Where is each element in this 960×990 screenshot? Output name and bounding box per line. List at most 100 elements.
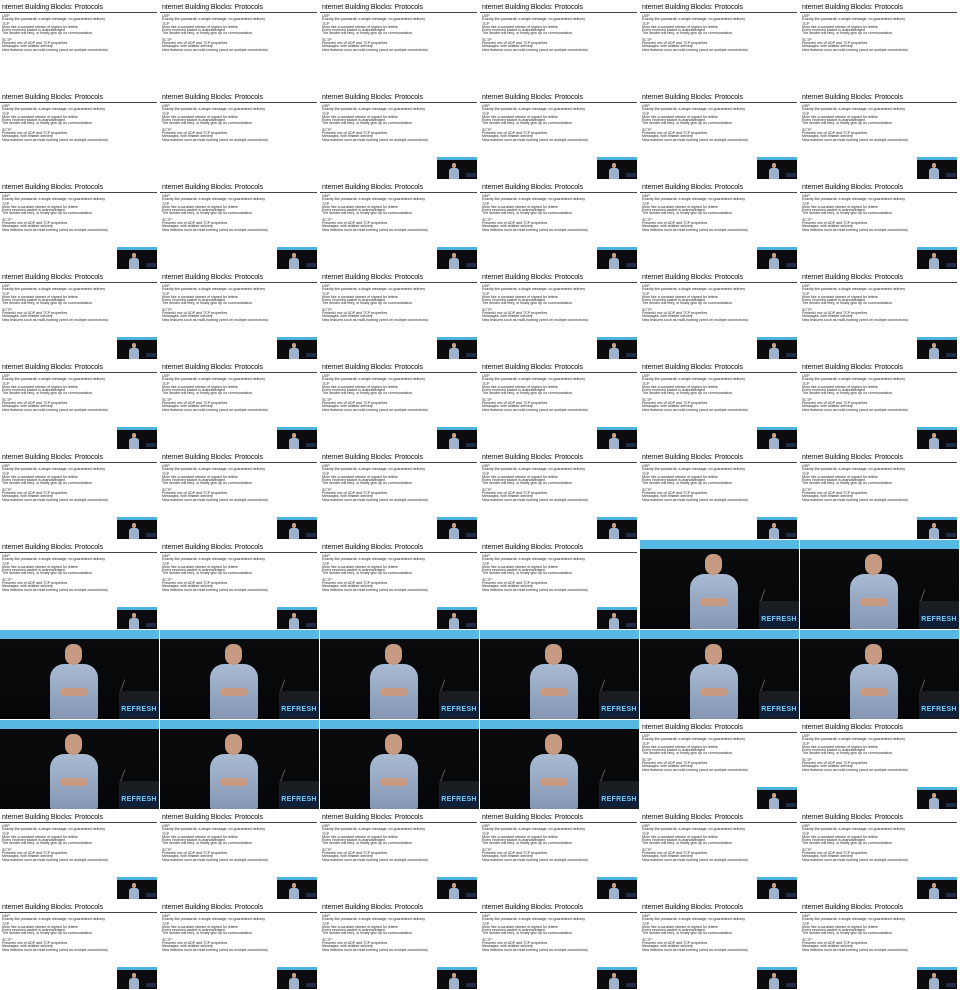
slide-text-line: The sender will retry, or finally give u…	[642, 391, 733, 395]
slide-text-line: The sender will retry, or finally give u…	[2, 391, 93, 395]
speaker	[48, 644, 100, 719]
slide-text-line: UDP	[802, 14, 810, 18]
pip-speaker-body	[769, 348, 779, 359]
slide-thumbnail: nternet Building Blocks: Protocols UDP Exa…	[0, 450, 159, 539]
slide-text-line: TCP	[162, 472, 170, 476]
slide-thumbnail: nternet Building Blocks: Protocols UDP Exa…	[480, 270, 639, 359]
pip-accent-band	[117, 337, 157, 340]
pip-accent-band	[757, 427, 797, 430]
speaker-hands	[540, 778, 568, 786]
slide-text-line: Exactly like postcards: a single message…	[802, 197, 906, 201]
slide-thumbnail: nternet Building Blocks: Protocols UDP Exa…	[640, 450, 799, 539]
slide-text-line: The sender will retry, or finally give u…	[322, 211, 413, 215]
slide-text-line: Powerful mix of UDP and TCP properties	[2, 311, 68, 315]
pip-accent-band	[917, 967, 957, 970]
slide-text-line: New features such as multi-homing (send …	[802, 948, 908, 952]
slide-text-line: New features such as multi-homing (send …	[2, 948, 108, 952]
pip-speaker-head	[132, 883, 136, 888]
slide-text-line: TCP	[322, 202, 330, 206]
slide-text-line: TCP	[802, 472, 810, 476]
slide-text-line: New features such as multi-homing (send …	[642, 408, 748, 412]
slide-text-line: TCP	[802, 202, 810, 206]
slide-text-line: Powerful mix of UDP and TCP properties	[322, 491, 388, 495]
pip-speaker	[929, 343, 939, 359]
stage-sign: REFRESH	[279, 703, 319, 717]
slide-text-line: Exactly like postcards: a single message…	[642, 197, 746, 201]
slide-title: nternet Building Blocks: Protocols	[642, 364, 743, 371]
slide-text-line: Powerful mix of UDP and TCP properties	[482, 401, 548, 405]
pip-speaker-head	[292, 973, 296, 978]
slide-title-rule	[800, 912, 957, 913]
slide-text-line: UDP	[2, 374, 10, 378]
slide-text-line: Exactly like postcards: a single message…	[322, 467, 426, 471]
slide-title-rule	[480, 912, 637, 913]
pip-speaker-head	[772, 883, 776, 888]
slide-title: nternet Building Blocks: Protocols	[162, 274, 263, 281]
slide-text-line: Every received packet is acknowledged	[162, 28, 225, 32]
pip-speaker	[609, 163, 619, 179]
slide-text-line: The sender will retry, or finally give u…	[482, 481, 573, 485]
slide-text-line: More like a constant stream of signed fo…	[802, 295, 878, 299]
slide-text-line: Exactly like postcards: a single message…	[2, 197, 106, 201]
slide-text-line: New features such as multi-homing (send …	[322, 408, 428, 412]
slide-title-rule	[320, 462, 477, 463]
pip-speaker	[929, 793, 939, 809]
slide-text-line: UDP	[482, 554, 490, 558]
pip-speaker-head	[612, 253, 616, 258]
slide-text-line: Every received packet is acknowledged	[2, 478, 65, 482]
slide-title-rule	[800, 102, 957, 103]
slide-title-rule	[160, 192, 317, 193]
slide-text-line: Powerful mix of UDP and TCP properties	[2, 401, 68, 405]
slide-text-line: Every received packet is acknowledged	[482, 28, 545, 32]
slide-text-line: New features such as multi-homing (send …	[482, 858, 588, 862]
pip-speaker-head	[612, 523, 616, 528]
slide-thumbnail: nternet Building Blocks: Protocols UDP Exa…	[320, 450, 479, 539]
pip-speaker-body	[769, 258, 779, 269]
slide-title-rule	[320, 102, 477, 103]
slide-text-line: TCP	[642, 112, 650, 116]
slide-text-line: New features such as multi-homing (send …	[322, 48, 428, 52]
slide-text-line: SCTP	[2, 848, 12, 852]
slide-text-line: Exactly like postcards: a single message…	[482, 827, 586, 831]
slide-text-line: SCTP	[482, 128, 492, 132]
pip-stage-sign	[626, 263, 636, 267]
camera-thumbnail: REFRESH	[640, 540, 799, 629]
slide-text-line: TCP	[642, 202, 650, 206]
pip-speaker-head	[292, 253, 296, 258]
slide-title-rule	[640, 12, 797, 13]
slide-title-rule	[480, 372, 637, 373]
pip-accent-band	[597, 427, 637, 430]
slide-title: nternet Building Blocks: Protocols	[322, 814, 423, 821]
slide-text-line: More like a constant stream of signed fo…	[482, 475, 558, 479]
slide-text-line: The sender will retry, or finally give u…	[642, 751, 733, 755]
slide-text-line: Messages, with reliable delivery	[802, 404, 853, 408]
slide-title-rule	[320, 822, 477, 823]
slide-text-line: More like a constant stream of signed fo…	[322, 475, 398, 479]
slide-text-line: SCTP	[482, 488, 492, 492]
pip-speaker	[129, 883, 139, 899]
slide-text-line: Powerful mix of UDP and TCP properties	[2, 941, 68, 945]
pip-stage-sign	[786, 803, 796, 807]
slide-text-line: Messages, with reliable delivery	[322, 584, 373, 588]
slide-text-line: SCTP	[162, 38, 172, 42]
slide-text-line: Every received packet is acknowledged	[642, 838, 705, 842]
slide-text-line: Exactly like postcards: a single message…	[322, 557, 426, 561]
pip-speaker-body	[449, 618, 459, 629]
slide-text-line: Messages, with reliable delivery	[322, 404, 373, 408]
pip-speaker	[289, 523, 299, 539]
speaker-pip-video	[277, 247, 317, 269]
camera-thumbnail: REFRESH	[480, 720, 639, 809]
slide-thumbnail: nternet Building Blocks: Protocols UDP Exa…	[480, 180, 639, 269]
slide-text-line: Every received packet is acknowledged	[2, 838, 65, 842]
slide-text-line: Exactly like postcards: a single message…	[642, 917, 746, 921]
camera-thumbnail: REFRESH	[160, 630, 319, 719]
pip-stage-sign	[146, 893, 156, 897]
slide-text-line: The sender will retry, or finally give u…	[2, 841, 93, 845]
speaker-pip-video	[757, 877, 797, 899]
pip-speaker	[609, 433, 619, 449]
pip-speaker	[449, 523, 459, 539]
slide-text-line: New features such as multi-homing (send …	[802, 318, 908, 322]
speaker	[528, 644, 580, 719]
pip-speaker	[449, 433, 459, 449]
pip-stage-sign	[306, 893, 316, 897]
